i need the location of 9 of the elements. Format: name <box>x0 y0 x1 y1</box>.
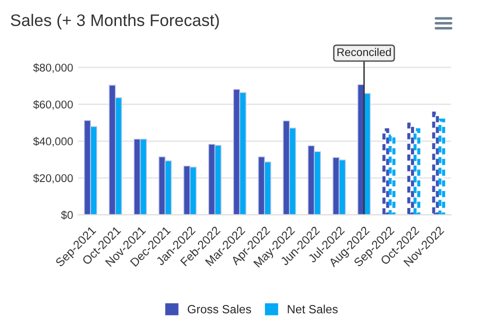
chart-title: Sales (+ 3 Months Forecast) <box>10 14 219 30</box>
legend-label: Gross Sales <box>188 304 252 314</box>
y-tick-label: $0 <box>61 210 73 220</box>
y-tick-label: $40,000 <box>33 136 73 147</box>
y-tick-label: $80,000 <box>33 63 73 73</box>
y-tick-label: $60,000 <box>33 100 73 110</box>
legend-label: Net Sales <box>288 304 338 314</box>
ref-line-label: Reconciled <box>337 48 391 56</box>
y-tick-label: $20,000 <box>33 174 73 184</box>
